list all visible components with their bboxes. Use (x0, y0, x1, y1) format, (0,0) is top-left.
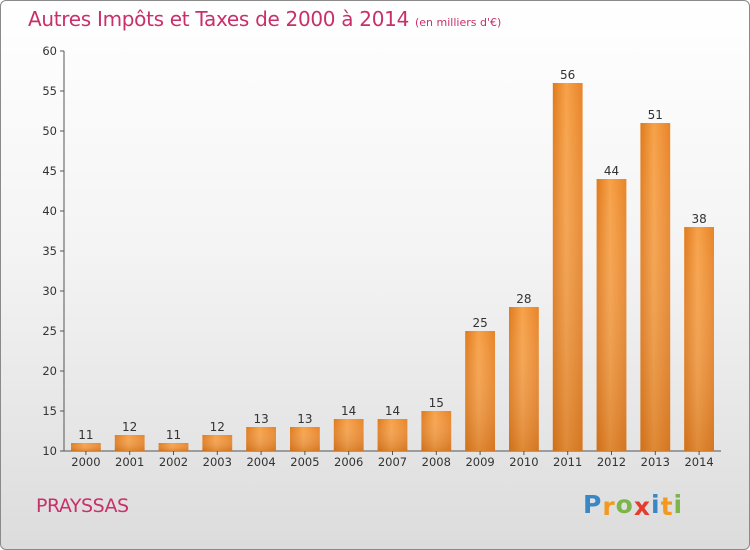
bar-shade (509, 307, 539, 451)
data-label: 11 (78, 428, 93, 442)
x-tick-label: 2007 (378, 455, 407, 469)
bar-shade (421, 411, 452, 451)
unit-text: (en milliers d'€) (415, 16, 502, 29)
x-tick-label: 2012 (597, 455, 626, 469)
commune-name: PRAYSSAS (36, 495, 129, 517)
bars-group (71, 83, 714, 451)
bar-shade (290, 427, 320, 451)
data-label: 25 (472, 316, 487, 330)
data-label: 13 (253, 412, 268, 426)
x-tick-label: 2003 (203, 455, 232, 469)
bar-shade (246, 427, 276, 451)
bar-shade (333, 419, 364, 451)
x-tick-label: 2013 (641, 455, 670, 469)
y-tick-label: 10 (42, 444, 57, 458)
data-label: 12 (122, 420, 137, 434)
bar-shade (114, 435, 145, 451)
y-tick-label: 40 (42, 204, 57, 218)
y-tick-label: 45 (42, 164, 57, 178)
axes: 10 15 20 25 30 35 40 45 50 55 60 2000 2001 2002 2003 20… (42, 44, 721, 469)
x-tick-label: 2009 (465, 455, 494, 469)
data-label: 28 (516, 292, 531, 306)
x-tick-label: 2008 (422, 455, 451, 469)
logo-letter: r (602, 492, 616, 521)
data-label: 11 (166, 428, 181, 442)
chart-title: Autres Impôts et Taxes de 2000 à 2014 (en… (28, 7, 501, 31)
y-tick-label: 60 (42, 44, 57, 58)
x-tick-label: 2000 (71, 455, 100, 469)
logo-letter: t (660, 492, 674, 521)
y-tick-label: 35 (42, 244, 57, 258)
bar-shade (465, 331, 495, 451)
logo-letter: P (583, 490, 603, 519)
bar-shade (552, 83, 583, 451)
data-label: 12 (210, 420, 225, 434)
bar-shade (71, 443, 101, 451)
data-label: 38 (691, 212, 706, 226)
x-tick-label: 2014 (684, 455, 713, 469)
bar-shade (596, 179, 627, 451)
x-tick-label: 2004 (246, 455, 275, 469)
data-label: 14 (341, 404, 356, 418)
logo-letter: i (673, 490, 684, 519)
x-tick-label: 2011 (553, 455, 582, 469)
y-tick-label: 50 (42, 124, 57, 138)
logo-letter: i (651, 490, 661, 519)
data-label: 14 (385, 404, 400, 418)
x-tick-label: 2010 (509, 455, 538, 469)
x-tick-label: 2005 (290, 455, 319, 469)
data-label: 15 (429, 396, 444, 410)
proxiti-logo[interactable]: Proxiti (583, 490, 684, 521)
bar-shade (640, 123, 671, 451)
logo-letter: x (633, 492, 651, 521)
data-label: 13 (297, 412, 312, 426)
data-label: 44 (604, 164, 619, 178)
x-tick-label: 2002 (159, 455, 188, 469)
data-label: 56 (560, 68, 575, 82)
data-label: 51 (648, 108, 663, 122)
y-tick-label: 25 (42, 324, 57, 338)
bar-shade (377, 419, 408, 451)
bar-shade (684, 227, 714, 451)
title-text: Autres Impôts et Taxes de 2000 à 2014 (28, 7, 409, 31)
value-labels-group: 11 12 11 12 13 13 14 14 15 25 28 56 44 51 38 (78, 68, 706, 442)
y-tick-label: 55 (42, 84, 57, 98)
y-tick-label: 20 (42, 364, 57, 378)
logo-letter: o (615, 490, 634, 519)
x-tick-label: 2006 (334, 455, 363, 469)
bar-shade (158, 443, 189, 451)
y-tick-label: 15 (42, 404, 57, 418)
y-tick-label: 30 (42, 284, 57, 298)
bar-shade (202, 435, 233, 451)
x-tick-label: 2001 (115, 455, 144, 469)
